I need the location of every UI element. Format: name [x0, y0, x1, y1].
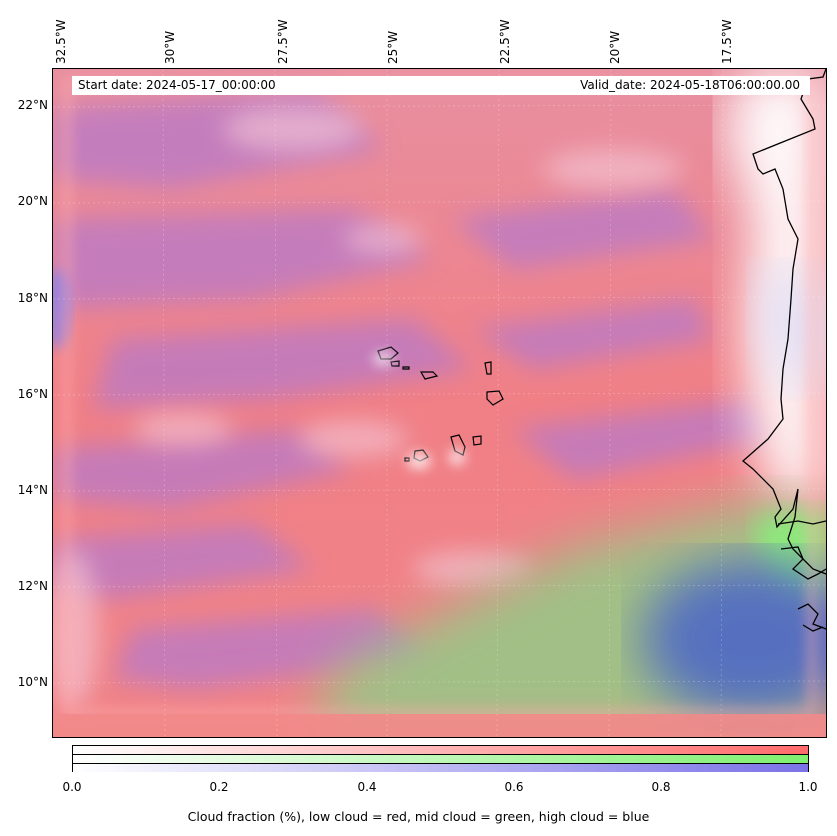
lat-label-10n: 10°N: [17, 675, 48, 689]
colorbar-tick-0.0: 0.0: [62, 780, 82, 794]
lon-label-25w: 25°W: [386, 30, 400, 64]
island-glow: [373, 353, 465, 469]
lon-label-30w: 30°W: [163, 30, 177, 64]
mixed-cloud-streaks: [53, 89, 773, 689]
lat-label-14n: 14°N: [17, 483, 48, 497]
lat-label-12n: 12°N: [17, 579, 48, 593]
colorbar-high-strip: [73, 764, 808, 772]
colorbar-tick-1.0: 1.0: [798, 780, 818, 794]
colorbar-low-strip: [73, 746, 808, 755]
colorbar-tick-0.6: 0.6: [504, 780, 524, 794]
lat-label-16n: 16°N: [17, 387, 48, 401]
cloud-map[interactable]: [52, 68, 827, 738]
lon-label-32.5w: 32.5°W: [54, 19, 68, 64]
lon-label-17.5w: 17.5°W: [720, 19, 734, 64]
start-date-label: Start date: 2024-05-17_00:00:00: [78, 78, 276, 92]
colorbar-mid-strip: [73, 755, 808, 764]
graticule: [53, 69, 826, 737]
colorbar-tick-0.8: 0.8: [651, 780, 671, 794]
valid-date-label: Valid_date: 2024-05-18T06:00:00.00: [580, 78, 800, 92]
lat-label-18n: 18°N: [17, 291, 48, 305]
colorbar-caption: Cloud fraction (%), low cloud = red, mid…: [187, 809, 650, 824]
high-cloud-region: [643, 559, 826, 719]
colorbar: [72, 745, 809, 772]
lon-label-27.5w: 27.5°W: [276, 19, 290, 64]
african-coastline: [741, 69, 826, 575]
gambia-coast: [777, 520, 826, 525]
guinea-bissau-coast: [780, 546, 826, 632]
lon-label-20w: 20°W: [608, 30, 622, 64]
date-info-bar: Start date: 2024-05-17_00:00:00 Valid_da…: [72, 76, 810, 95]
thin-cloud-patches: [53, 107, 683, 709]
colorbar-tick-0.4: 0.4: [357, 780, 377, 794]
colorbar-tick-0.2: 0.2: [209, 780, 229, 794]
lat-label-22n: 22°N: [17, 98, 48, 112]
domain-bottom-band: [53, 714, 826, 737]
lon-label-22.5w: 22.5°W: [498, 19, 512, 64]
lat-label-20n: 20°N: [17, 194, 48, 208]
